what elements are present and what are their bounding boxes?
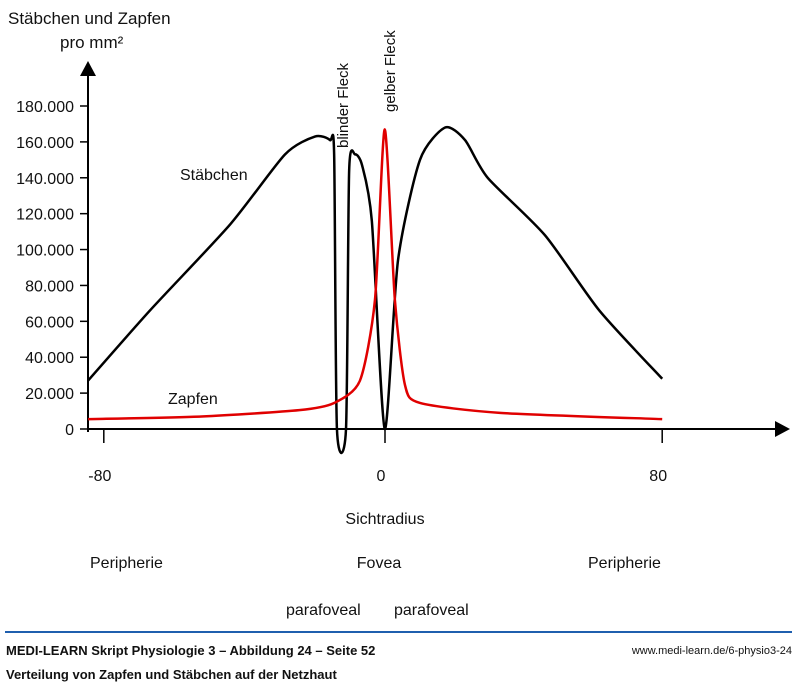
series-label-cones: Zapfen [168, 391, 218, 408]
y-tick-label: 0 [65, 422, 74, 439]
y-axis-label-line1: Stäbchen und Zapfen [8, 9, 171, 28]
y-tick-label: 40.000 [25, 350, 74, 367]
region-parafoveal-right: parafoveal [394, 602, 469, 619]
footer-divider [5, 631, 792, 633]
x-tick-label: 0 [377, 468, 386, 485]
x-axis-arrow [775, 421, 790, 437]
annotation-blind-spot: blinder Fleck [335, 62, 352, 148]
series-line-cones [88, 128, 663, 421]
y-tick-label: 80.000 [25, 278, 74, 295]
y-tick-label: 160.000 [16, 135, 74, 152]
x-axis-label: Sichtradius [345, 511, 424, 528]
footer-url[interactable]: www.medi-learn.de/6-physio3-24 [631, 645, 792, 657]
footer-caption: Verteilung von Zapfen und Stäbchen auf d… [6, 667, 337, 682]
series-line-rods [87, 125, 664, 455]
y-tick-label: 20.000 [25, 386, 74, 403]
y-axis-arrow [80, 61, 96, 76]
y-tick-label: 60.000 [25, 314, 74, 331]
series-label-rods: Stäbchen [180, 167, 248, 184]
annotation-yellow-spot: gelber Fleck [382, 30, 399, 112]
y-axis-label-line2: pro mm² [60, 33, 124, 52]
region-parafoveal-left: parafoveal [286, 602, 361, 619]
x-tick-label: -80 [88, 468, 111, 485]
y-tick-label: 140.000 [16, 171, 74, 188]
y-tick-label: 180.000 [16, 99, 74, 116]
y-tick-label: 100.000 [16, 243, 74, 260]
footer-title: MEDI-LEARN Skript Physiologie 3 – Abbild… [6, 643, 376, 658]
x-tick-label: 80 [649, 468, 667, 485]
y-tick-label: 120.000 [16, 207, 74, 224]
region-fovea: Fovea [357, 555, 402, 572]
region-periphery-right: Peripherie [588, 555, 661, 572]
region-periphery-left: Peripherie [90, 555, 163, 572]
